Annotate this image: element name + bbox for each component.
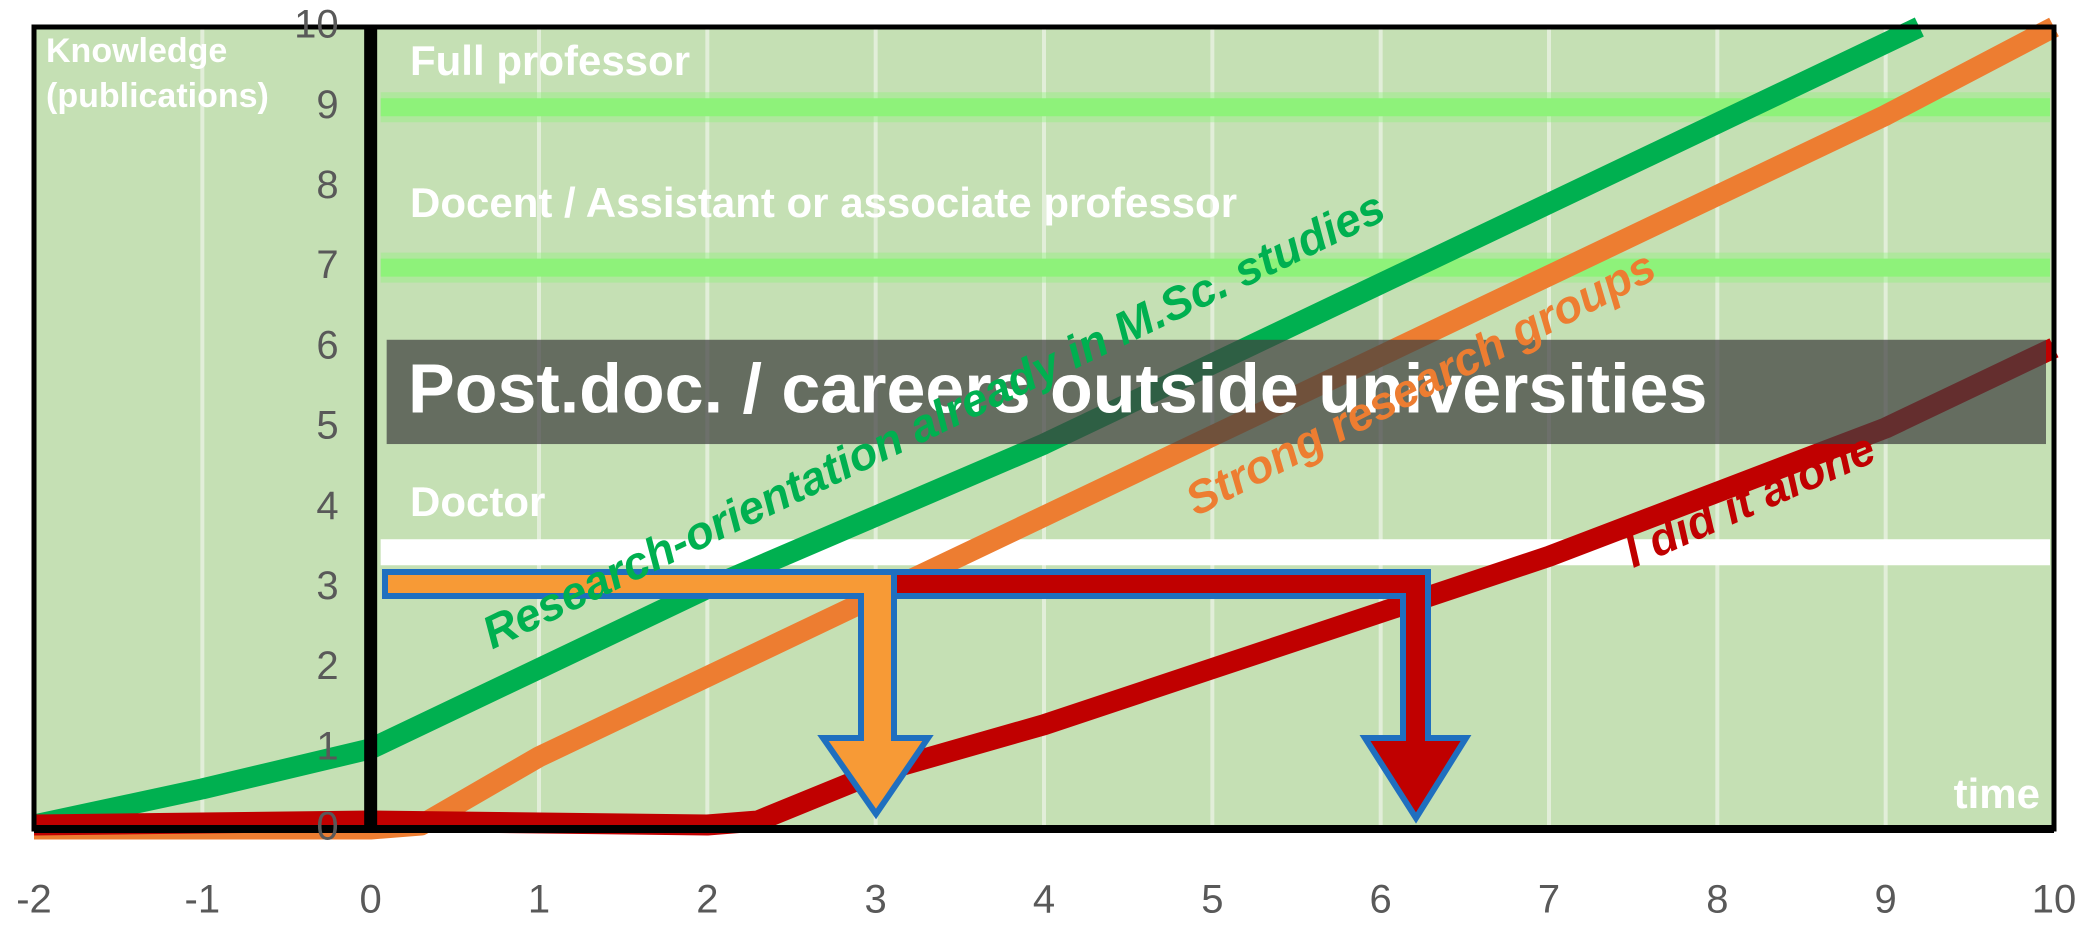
y-tick-label: 5 [316, 404, 338, 448]
arrows [382, 569, 1472, 824]
level-label: Doctor [410, 478, 545, 525]
orange-arrow [382, 569, 934, 820]
x-tick-label: 7 [1538, 878, 1560, 922]
x-tick-label: 6 [1370, 878, 1392, 922]
series-line [31, 17, 1924, 836]
level-label: Docent / Assistant or associate professo… [410, 179, 1237, 226]
x-tick-label: 4 [1033, 878, 1055, 922]
plot-area [31, 17, 2059, 840]
red-arrow [891, 569, 1472, 824]
series-line [33, 338, 2059, 836]
y-tick-label: 3 [316, 564, 338, 608]
x-tick-label: 3 [865, 878, 887, 922]
x-tick-label: -2 [16, 878, 52, 922]
y-tick-label: 1 [316, 724, 338, 768]
y-tick-label: 6 [316, 323, 338, 367]
x-tick-label: 0 [360, 878, 382, 922]
x-tick-label: 2 [696, 878, 718, 922]
y-tick-label: 2 [316, 644, 338, 688]
y-tick-label: 0 [316, 805, 338, 849]
x-tick-label: 5 [1201, 878, 1223, 922]
x-tick-label: 9 [1875, 878, 1897, 922]
y-tick-label: 7 [316, 243, 338, 287]
level-label: Full professor [410, 37, 690, 84]
x-tick-label: 8 [1706, 878, 1728, 922]
y-axis-label: (publications) [46, 77, 269, 115]
x-tick-label: 1 [528, 878, 550, 922]
x-axis-label: time [1954, 770, 2040, 817]
x-tick-label: 10 [2032, 878, 2077, 922]
y-tick-label: 8 [316, 163, 338, 207]
y-tick-label: 10 [294, 3, 339, 47]
y-axis-label: Knowledge [46, 32, 227, 70]
level-label: Post.doc. / careers outside universities [408, 349, 1707, 427]
x-tick-label: -1 [185, 878, 221, 922]
level-band [386, 339, 2047, 445]
y-tick-label: 9 [316, 83, 338, 127]
y-tick-label: 4 [316, 484, 338, 528]
